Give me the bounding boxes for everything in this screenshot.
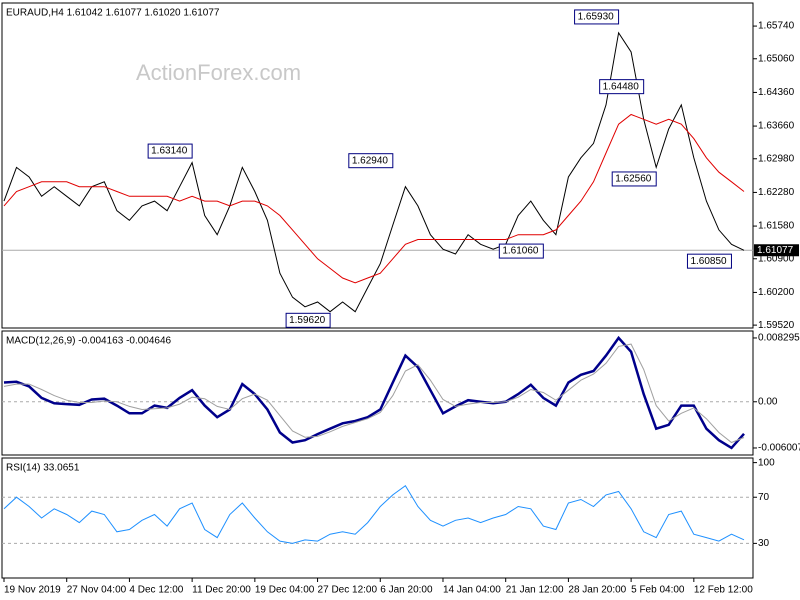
panel-frame: [1, 457, 754, 579]
series-line: [3, 113, 745, 284]
x-tick-label: 19 Dec 04:00: [255, 585, 315, 596]
y-tick-label: 1.62980: [758, 153, 795, 164]
y-tick-label: 1.60200: [758, 287, 795, 298]
price-callout: [285, 312, 331, 328]
y-tick-label: 1.64360: [758, 87, 795, 98]
series-line: [3, 343, 745, 444]
watermark: ActionForex.com: [136, 60, 301, 85]
price-callout: [147, 143, 193, 159]
x-tick-label: 21 Jan 12:00: [506, 585, 564, 596]
series-line: [3, 335, 745, 450]
last-price-label: 1.61077: [757, 245, 794, 256]
y-tick-label: 1.60900: [758, 253, 795, 264]
price-callout: [498, 243, 544, 259]
x-tick-label: 19 Nov 2019: [4, 585, 61, 596]
price-callout-label: 1.62560: [615, 174, 652, 185]
y-tick-label: 1.65740: [758, 21, 795, 32]
panel-title: MACD(12,26,9) -0.004163 -0.004646: [6, 336, 172, 347]
y-tick-label: 1.61580: [758, 221, 795, 232]
x-tick-label: 12 Feb 12:00: [694, 585, 753, 596]
x-tick-label: 14 Jan 04:00: [443, 585, 501, 596]
x-tick-label: 4 Dec 12:00: [129, 585, 183, 596]
panel-title: EURAUD,H4 1.61042 1.61077 1.61020 1.6107…: [6, 8, 220, 19]
y-tick-label: -0.006007: [758, 443, 800, 454]
series-line: [3, 484, 745, 544]
price-callout-label: 1.65930: [578, 12, 615, 23]
price-callout-label: 1.60850: [690, 256, 727, 267]
price-callout-label: 1.63140: [151, 146, 188, 157]
price-callout-label: 1.59620: [289, 315, 326, 326]
x-tick-label: 28 Jan 20:00: [568, 585, 626, 596]
x-tick-label: 27 Nov 04:00: [67, 585, 127, 596]
y-tick-label: 100: [758, 457, 775, 468]
price-callout: [574, 9, 620, 25]
panel-frame: [1, 2, 754, 329]
price-callout: [348, 153, 394, 169]
price-callout-label: 1.62940: [352, 155, 389, 166]
y-tick-label: 0.008295: [758, 333, 800, 344]
y-tick-label: 30: [758, 538, 770, 549]
price-callout: [599, 79, 645, 95]
price-callout-label: 1.64480: [603, 81, 640, 92]
x-tick-label: 6 Jan 20:00: [380, 585, 433, 596]
x-tick-label: 11 Dec 20:00: [192, 585, 251, 596]
price-callout: [611, 171, 657, 187]
y-tick-label: 0.00: [758, 396, 778, 407]
panel-title: RSI(14) 33.0651: [6, 463, 80, 474]
y-tick-label: 1.59520: [758, 320, 795, 331]
last-price-box: [754, 244, 799, 257]
y-tick-label: 70: [758, 492, 770, 503]
price-callout: [686, 253, 732, 269]
x-tick-label: 27 Dec 12:00: [318, 585, 378, 596]
y-tick-label: 1.62280: [758, 187, 795, 198]
y-tick-label: 1.63660: [758, 121, 795, 132]
panel-frame: [1, 330, 754, 456]
price-callout-label: 1.61060: [502, 246, 539, 257]
x-tick-label: 5 Feb 04:00: [631, 585, 685, 596]
y-tick-label: 1.65060: [758, 53, 795, 64]
